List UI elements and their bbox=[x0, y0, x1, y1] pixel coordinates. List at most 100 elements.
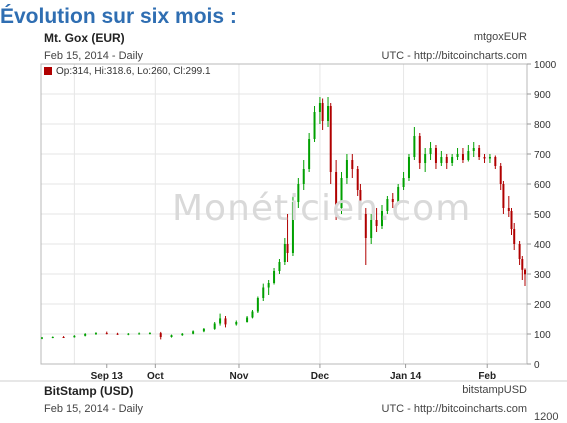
x-tick-label: Feb bbox=[478, 371, 496, 382]
candle bbox=[434, 145, 437, 169]
candle-body bbox=[488, 157, 491, 159]
candle-body bbox=[283, 244, 286, 262]
y-tick-label: 100 bbox=[534, 330, 551, 341]
candle bbox=[251, 310, 254, 319]
candle-body bbox=[513, 229, 516, 244]
candle bbox=[456, 148, 459, 160]
y-tick-label: 900 bbox=[534, 90, 551, 101]
candle bbox=[327, 97, 330, 127]
candle bbox=[356, 166, 359, 196]
candle-body bbox=[138, 333, 141, 335]
x-tick-label: Jan 14 bbox=[390, 371, 422, 382]
y-tick-label: 600 bbox=[534, 180, 551, 191]
candle-body bbox=[483, 157, 486, 159]
candle-body bbox=[327, 106, 330, 121]
y-tick-label: 500 bbox=[534, 210, 551, 221]
candle bbox=[513, 223, 516, 250]
y-axis: 0 100 200 300 400 500 600 700 800 900 1000 bbox=[527, 60, 557, 371]
candle-body bbox=[213, 323, 216, 329]
candle bbox=[219, 313, 222, 326]
candle bbox=[364, 208, 367, 265]
candle bbox=[380, 205, 383, 229]
candle-body bbox=[256, 298, 259, 312]
candle-body bbox=[192, 331, 195, 334]
candle-body bbox=[278, 262, 281, 271]
page-heading: Évolution sur six mois : bbox=[0, 5, 237, 28]
candle-body bbox=[418, 136, 421, 163]
candle-body bbox=[424, 154, 427, 163]
candle-body bbox=[73, 335, 76, 338]
candle bbox=[472, 142, 475, 157]
candle-body bbox=[356, 169, 359, 190]
candle bbox=[318, 97, 321, 124]
candle bbox=[521, 256, 524, 280]
candle bbox=[397, 184, 400, 205]
candle-body bbox=[302, 169, 305, 184]
candle bbox=[340, 172, 343, 214]
chart-date-interval: Feb 15, 2014 - Daily bbox=[44, 50, 144, 62]
candle bbox=[418, 133, 421, 169]
x-tick-label: Nov bbox=[230, 371, 249, 382]
candle-body bbox=[456, 154, 459, 157]
candle-body bbox=[375, 220, 378, 226]
candle bbox=[488, 154, 491, 163]
candle bbox=[321, 98, 324, 130]
candle bbox=[518, 241, 521, 265]
candle-body bbox=[451, 157, 454, 163]
candle bbox=[159, 331, 162, 340]
candle-body bbox=[202, 328, 205, 332]
watermark: Monéticien.com bbox=[172, 188, 472, 229]
candle bbox=[424, 148, 427, 172]
y-tick-label: 300 bbox=[534, 270, 551, 281]
ohlc-swatch bbox=[44, 67, 52, 75]
candle bbox=[283, 238, 286, 265]
candle-body bbox=[386, 199, 389, 211]
candle-body bbox=[219, 318, 222, 324]
ohlc-legend: Op:314, Hi:318.6, Lo:260, Cl:299.1 bbox=[44, 66, 211, 77]
candle bbox=[286, 214, 289, 262]
candle bbox=[192, 330, 195, 335]
candle-body bbox=[397, 187, 400, 202]
candle bbox=[116, 332, 119, 335]
candle-body bbox=[524, 269, 526, 275]
candle-body bbox=[391, 199, 394, 202]
candle-body bbox=[478, 148, 481, 157]
candle bbox=[335, 160, 338, 220]
candle-body bbox=[502, 184, 505, 208]
candle bbox=[402, 172, 405, 190]
candle bbox=[51, 336, 54, 339]
candle bbox=[278, 259, 281, 274]
candle bbox=[256, 296, 259, 313]
chart-symbol-2: BitStamp (USD) bbox=[44, 384, 134, 398]
candle bbox=[499, 163, 502, 190]
candle bbox=[524, 268, 526, 286]
candle bbox=[507, 196, 510, 217]
candle-body bbox=[94, 333, 97, 335]
candle-body bbox=[170, 335, 173, 337]
candle bbox=[451, 154, 454, 166]
x-axis: Sep 13 Oct Nov Dec Jan 14 Feb bbox=[91, 364, 496, 382]
chart-date-interval-2: Feb 15, 2014 - Daily bbox=[44, 403, 144, 415]
candle-body bbox=[262, 287, 265, 298]
candle bbox=[297, 178, 300, 208]
candle bbox=[262, 283, 265, 301]
candle-body bbox=[345, 160, 348, 178]
candle bbox=[359, 184, 362, 220]
candle bbox=[62, 336, 65, 338]
candle bbox=[213, 322, 216, 330]
ohlc-values: Op:314, Hi:318.6, Lo:260, Cl:299.1 bbox=[56, 66, 211, 77]
chart-symbol: Mt. Gox (EUR) bbox=[44, 31, 125, 45]
candle-body bbox=[494, 157, 497, 166]
candle bbox=[391, 193, 394, 208]
candle bbox=[246, 316, 249, 323]
candle-body bbox=[181, 333, 184, 336]
candle-body bbox=[380, 211, 383, 226]
candle bbox=[494, 155, 497, 169]
candle-body bbox=[402, 178, 405, 187]
candle bbox=[445, 154, 448, 169]
candle-body bbox=[127, 333, 130, 335]
candle-body bbox=[461, 154, 464, 160]
candle-body bbox=[335, 172, 338, 208]
candle bbox=[94, 332, 97, 335]
